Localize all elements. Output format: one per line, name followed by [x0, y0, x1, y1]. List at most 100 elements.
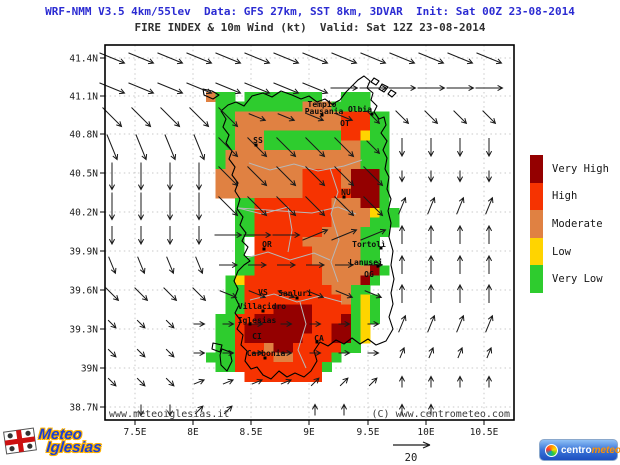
fire-cell: [234, 227, 245, 238]
place-marker: [342, 195, 346, 199]
fire-cell: [331, 130, 342, 141]
fire-cell: [360, 227, 371, 238]
fire-cell: [283, 111, 294, 122]
wind-arrow: [360, 228, 387, 241]
fire-cell: [234, 111, 245, 122]
fire-cell: [254, 92, 265, 102]
fire-cell: [263, 275, 274, 286]
wind-arrow: [215, 52, 242, 65]
fire-cell: [350, 178, 361, 189]
fire-cell: [321, 362, 332, 373]
wind-arrow: [359, 84, 388, 92]
wind-arrow: [107, 377, 117, 387]
fire-cell: [234, 275, 245, 286]
wind-arrow: [251, 320, 264, 328]
fire-cell: [234, 198, 245, 209]
wind-arrow: [276, 196, 297, 217]
wind-arrow: [157, 82, 184, 95]
fire-cell: [360, 169, 371, 180]
lat-label: 39.3N: [69, 325, 98, 336]
centrometeo-icon: [545, 443, 558, 457]
fire-cell: [254, 149, 265, 160]
wind-arrow: [137, 226, 145, 246]
fire-cell: [215, 178, 226, 189]
fire-cell: [234, 236, 245, 247]
product-valid-title: FIRE INDEX & 10m Wind (kt) Valid: Sat 12…: [134, 21, 486, 34]
fire-cell: [331, 178, 342, 189]
place-label: CA: [314, 334, 324, 343]
fire-cell: [263, 217, 274, 228]
fire-cell: [234, 256, 245, 267]
fire-cell: [312, 323, 323, 334]
fire-cell: [370, 121, 381, 131]
fire-cell: [302, 188, 313, 199]
wind-arrow: [166, 226, 174, 246]
fire-cell: [263, 362, 274, 373]
coastline-path: [220, 75, 395, 380]
fire-cell: [312, 236, 323, 247]
wind-arrow: [457, 346, 464, 359]
fire-cell: [273, 342, 284, 353]
fire-cell: [244, 285, 255, 295]
fire-cell: [263, 130, 274, 141]
province-border-path: [297, 301, 307, 369]
fire-cell: [302, 236, 313, 247]
wind-arrow: [193, 320, 206, 328]
fire-cell: [244, 178, 255, 189]
wind-arrow: [428, 346, 435, 359]
wind-arrow: [244, 52, 271, 65]
fire-cell: [254, 342, 265, 353]
fire-cell: [244, 265, 255, 276]
fire-cell: [350, 285, 361, 295]
fire-cell: [321, 169, 332, 180]
fire-cell: [360, 323, 371, 334]
fire-cell: [331, 188, 342, 199]
wind-arrow: [456, 224, 464, 244]
fire-cell: [312, 121, 323, 131]
place-label: Villacidro: [238, 301, 286, 311]
fire-cell: [331, 342, 342, 353]
fire-cell: [234, 294, 245, 305]
fire-cell: [360, 207, 371, 218]
fire-cell: [273, 121, 284, 131]
fire-cell: [234, 217, 245, 228]
fire-cell: [321, 285, 332, 295]
wind-arrow: [108, 226, 116, 246]
fire-cell: [292, 169, 303, 180]
fire-cell: [312, 371, 323, 382]
fire-cell: [254, 256, 265, 267]
fire-cell: [254, 352, 265, 363]
fire-cell: [360, 304, 371, 315]
fire-cell: [302, 304, 313, 315]
wind-arrow: [160, 107, 181, 128]
fire-cell: [254, 275, 265, 286]
fire-cell: [273, 304, 284, 315]
fire-cell: [234, 285, 245, 295]
fire-cell: [350, 140, 361, 151]
fire-cell: [360, 236, 371, 247]
fire-cell: [283, 333, 294, 344]
place-label: OT: [340, 119, 350, 128]
wind-arrow: [427, 314, 436, 333]
fire-cell: [360, 130, 371, 141]
wind-arrow: [223, 405, 233, 415]
wind-arrow: [135, 134, 148, 161]
fire-cell: [263, 207, 274, 218]
legend-label: Low: [552, 245, 571, 258]
place-label: Pausania: [305, 106, 344, 116]
fire-cell: [263, 111, 274, 122]
fire-cell: [292, 111, 303, 122]
wind-arrow: [335, 290, 354, 299]
fire-cell: [215, 169, 226, 180]
fire-cell: [350, 207, 361, 218]
legend-row: Moderate: [530, 210, 609, 238]
wind-arrow: [456, 314, 465, 333]
fire-cell: [225, 314, 236, 324]
wind-arrow: [243, 231, 272, 239]
meteoiglesias-word-2: Iglesias: [45, 439, 103, 456]
fire-cell: [244, 304, 255, 315]
wind-arrow: [398, 314, 407, 333]
fire-cell: [263, 304, 274, 315]
sardinia-flag-icon: [3, 427, 37, 455]
fire-cell: [215, 188, 226, 199]
